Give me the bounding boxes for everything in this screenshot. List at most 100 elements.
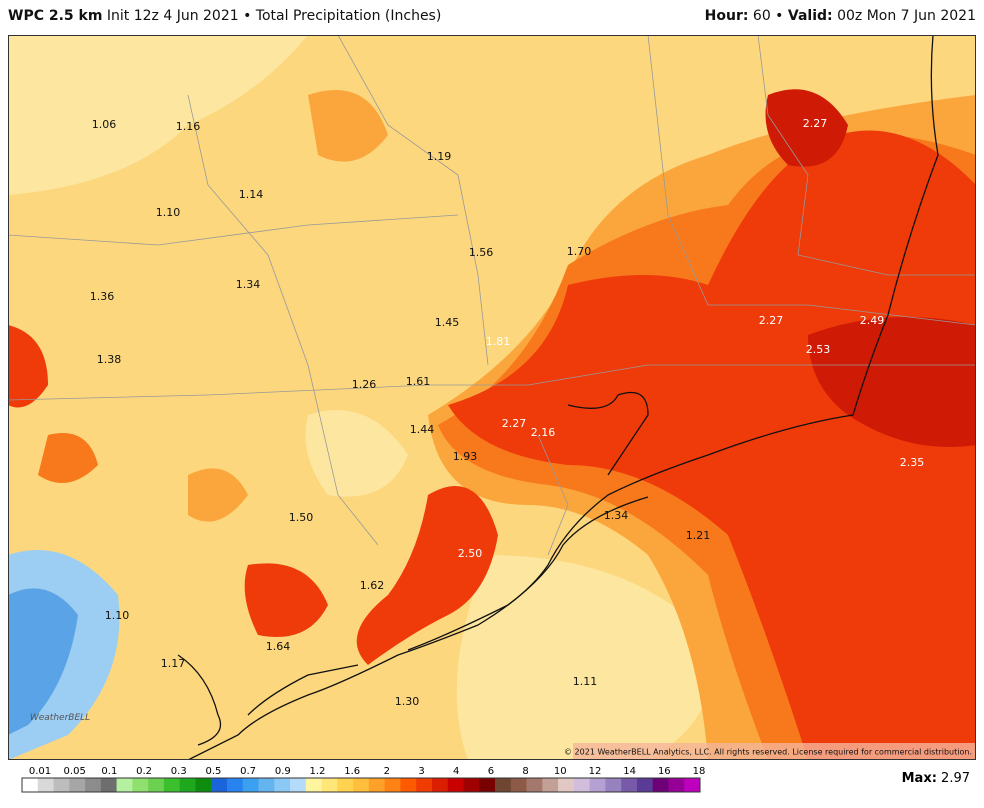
colorbar-swatch [589, 778, 606, 792]
amount-label: 1.06 [92, 118, 117, 131]
colorbar-swatch [621, 778, 638, 792]
colorbar-tick-label: 14 [623, 766, 636, 777]
max-label: Max: [901, 771, 937, 786]
colorbar-swatch [195, 778, 212, 792]
colorbar-swatch [85, 778, 102, 792]
colorbar-tick-label: 10 [554, 766, 567, 777]
amount-label: 2.50 [458, 547, 483, 560]
amount-label: 1.44 [410, 423, 435, 436]
precip-map: 1.06 1.16 1.19 2.27 1.14 1.10 1.56 1.70 1.34 1.36… [8, 35, 976, 760]
colorbar-tick-label: 0.01 [29, 766, 51, 777]
colorbar-swatch [684, 778, 701, 792]
amount-label: 2.27 [502, 417, 527, 430]
model: WPC 2.5 km [8, 8, 103, 24]
colorbar-tick-label: 0.9 [275, 766, 291, 777]
colorbar-tick-label: 2 [384, 766, 390, 777]
amount-label: 1.61 [406, 375, 431, 388]
colorbar-tick-label: 0.1 [101, 766, 117, 777]
amount-label: 1.26 [352, 378, 377, 391]
colorbar-swatch [463, 778, 480, 792]
amount-label: 1.10 [156, 206, 181, 219]
logo: WeatherBELL [30, 713, 90, 723]
amount-label: 1.30 [395, 695, 420, 708]
colorbar-swatch [558, 778, 575, 792]
run-info: Init 12z 4 Jun 2021 • Total Precipitatio… [106, 8, 442, 24]
colorbar-tick-label: 12 [589, 766, 602, 777]
colorbar: 0.01 0.05 0.1 0.2 0.3 0.5 0.7 0.9 1.2 1.6 2 3 4 6 8 10 1… [21, 766, 706, 793]
colorbar-frame [21, 777, 701, 793]
amount-label: 2.53 [806, 343, 831, 356]
valid-label: Valid: [787, 8, 833, 24]
colorbar-tick-label: 3 [418, 766, 424, 777]
colorbar-swatch [242, 778, 259, 792]
amount-label: 2.27 [803, 117, 828, 130]
colorbar-swatch [368, 778, 385, 792]
colorbar-tick-label: 1.6 [344, 766, 360, 777]
colorbar-swatch [652, 778, 669, 792]
amount-label: 1.17 [161, 657, 186, 670]
precip-shading [8, 35, 976, 760]
amount-label: 1.19 [427, 150, 452, 163]
colorbar-tick-label: 0.2 [136, 766, 152, 777]
hour-value: 60 • [752, 8, 784, 24]
amount-label: 1.10 [105, 609, 130, 622]
amount-labels: 1.06 1.16 1.19 2.27 1.14 1.10 1.56 1.70 1.34 1.36… [90, 117, 925, 708]
amount-label: 1.56 [469, 246, 494, 259]
colorbar-swatch [447, 778, 464, 792]
colorbar-tick-label: 8 [522, 766, 528, 777]
boundaries [8, 35, 976, 556]
colorbar-tick-label: 1.2 [310, 766, 326, 777]
copyright-bg [573, 743, 976, 760]
colorbar-swatch [353, 778, 370, 792]
colorbar-tick-label: 6 [488, 766, 494, 777]
amount-label: 1.14 [239, 188, 264, 201]
colorbar-swatch [668, 778, 685, 792]
colorbar-swatch [526, 778, 543, 792]
amount-label: 2.16 [531, 426, 556, 439]
colorbar-swatch [53, 778, 70, 792]
colorbar-tick-label: 4 [453, 766, 459, 777]
colorbar-swatch [211, 778, 228, 792]
colorbar-swatch [495, 778, 512, 792]
colorbar-swatch [148, 778, 165, 792]
amount-label: 1.36 [90, 290, 115, 303]
colorbar-swatch [431, 778, 449, 792]
max-value: 2.97 [941, 771, 970, 786]
header-left: WPC 2.5 km Init 12z 4 Jun 2021 • Total P… [8, 8, 441, 32]
colorbar-tick-label: 16 [658, 766, 671, 777]
coastline [177, 35, 939, 760]
colorbar-swatch [605, 778, 622, 792]
amount-label: 1.81 [486, 335, 511, 348]
amount-label: 1.21 [686, 529, 711, 542]
colorbar-swatch [258, 778, 275, 792]
valid-value: 00z Mon 7 Jun 2021 [837, 8, 976, 24]
colorbar-swatch [290, 778, 307, 792]
colorbar-swatch [163, 778, 180, 792]
colorbar-swatch [226, 778, 244, 792]
colorbar-swatch [321, 778, 338, 792]
amount-label: 1.70 [567, 245, 592, 258]
colorbar-swatch [22, 778, 39, 792]
map-frame [8, 35, 976, 760]
colorbar-tick-label: 0.7 [240, 766, 256, 777]
amount-label: 2.35 [900, 456, 925, 469]
amount-label: 2.27 [759, 314, 784, 327]
amount-label: 1.50 [289, 511, 314, 524]
amount-label: 1.64 [266, 640, 291, 653]
hour-label: Hour: [704, 8, 749, 24]
amount-label: 2.49 [860, 314, 885, 327]
amount-label: 1.93 [453, 450, 478, 463]
colorbar-swatch [305, 778, 322, 792]
colorbar-swatch [510, 778, 527, 792]
colorbar-tick-label: 0.3 [171, 766, 187, 777]
colorbar-tick-label: 18 [693, 766, 706, 777]
colorbar-swatch [100, 778, 117, 792]
colorbar-swatch [37, 778, 54, 792]
colorbar-swatch [400, 778, 417, 792]
max: Max: 2.97 [902, 771, 970, 786]
colorbar-swatch [337, 778, 354, 792]
colorbar-swatch [132, 778, 149, 792]
colorbar-tick-label: 0.5 [205, 766, 221, 777]
colorbar-swatch [384, 778, 401, 792]
